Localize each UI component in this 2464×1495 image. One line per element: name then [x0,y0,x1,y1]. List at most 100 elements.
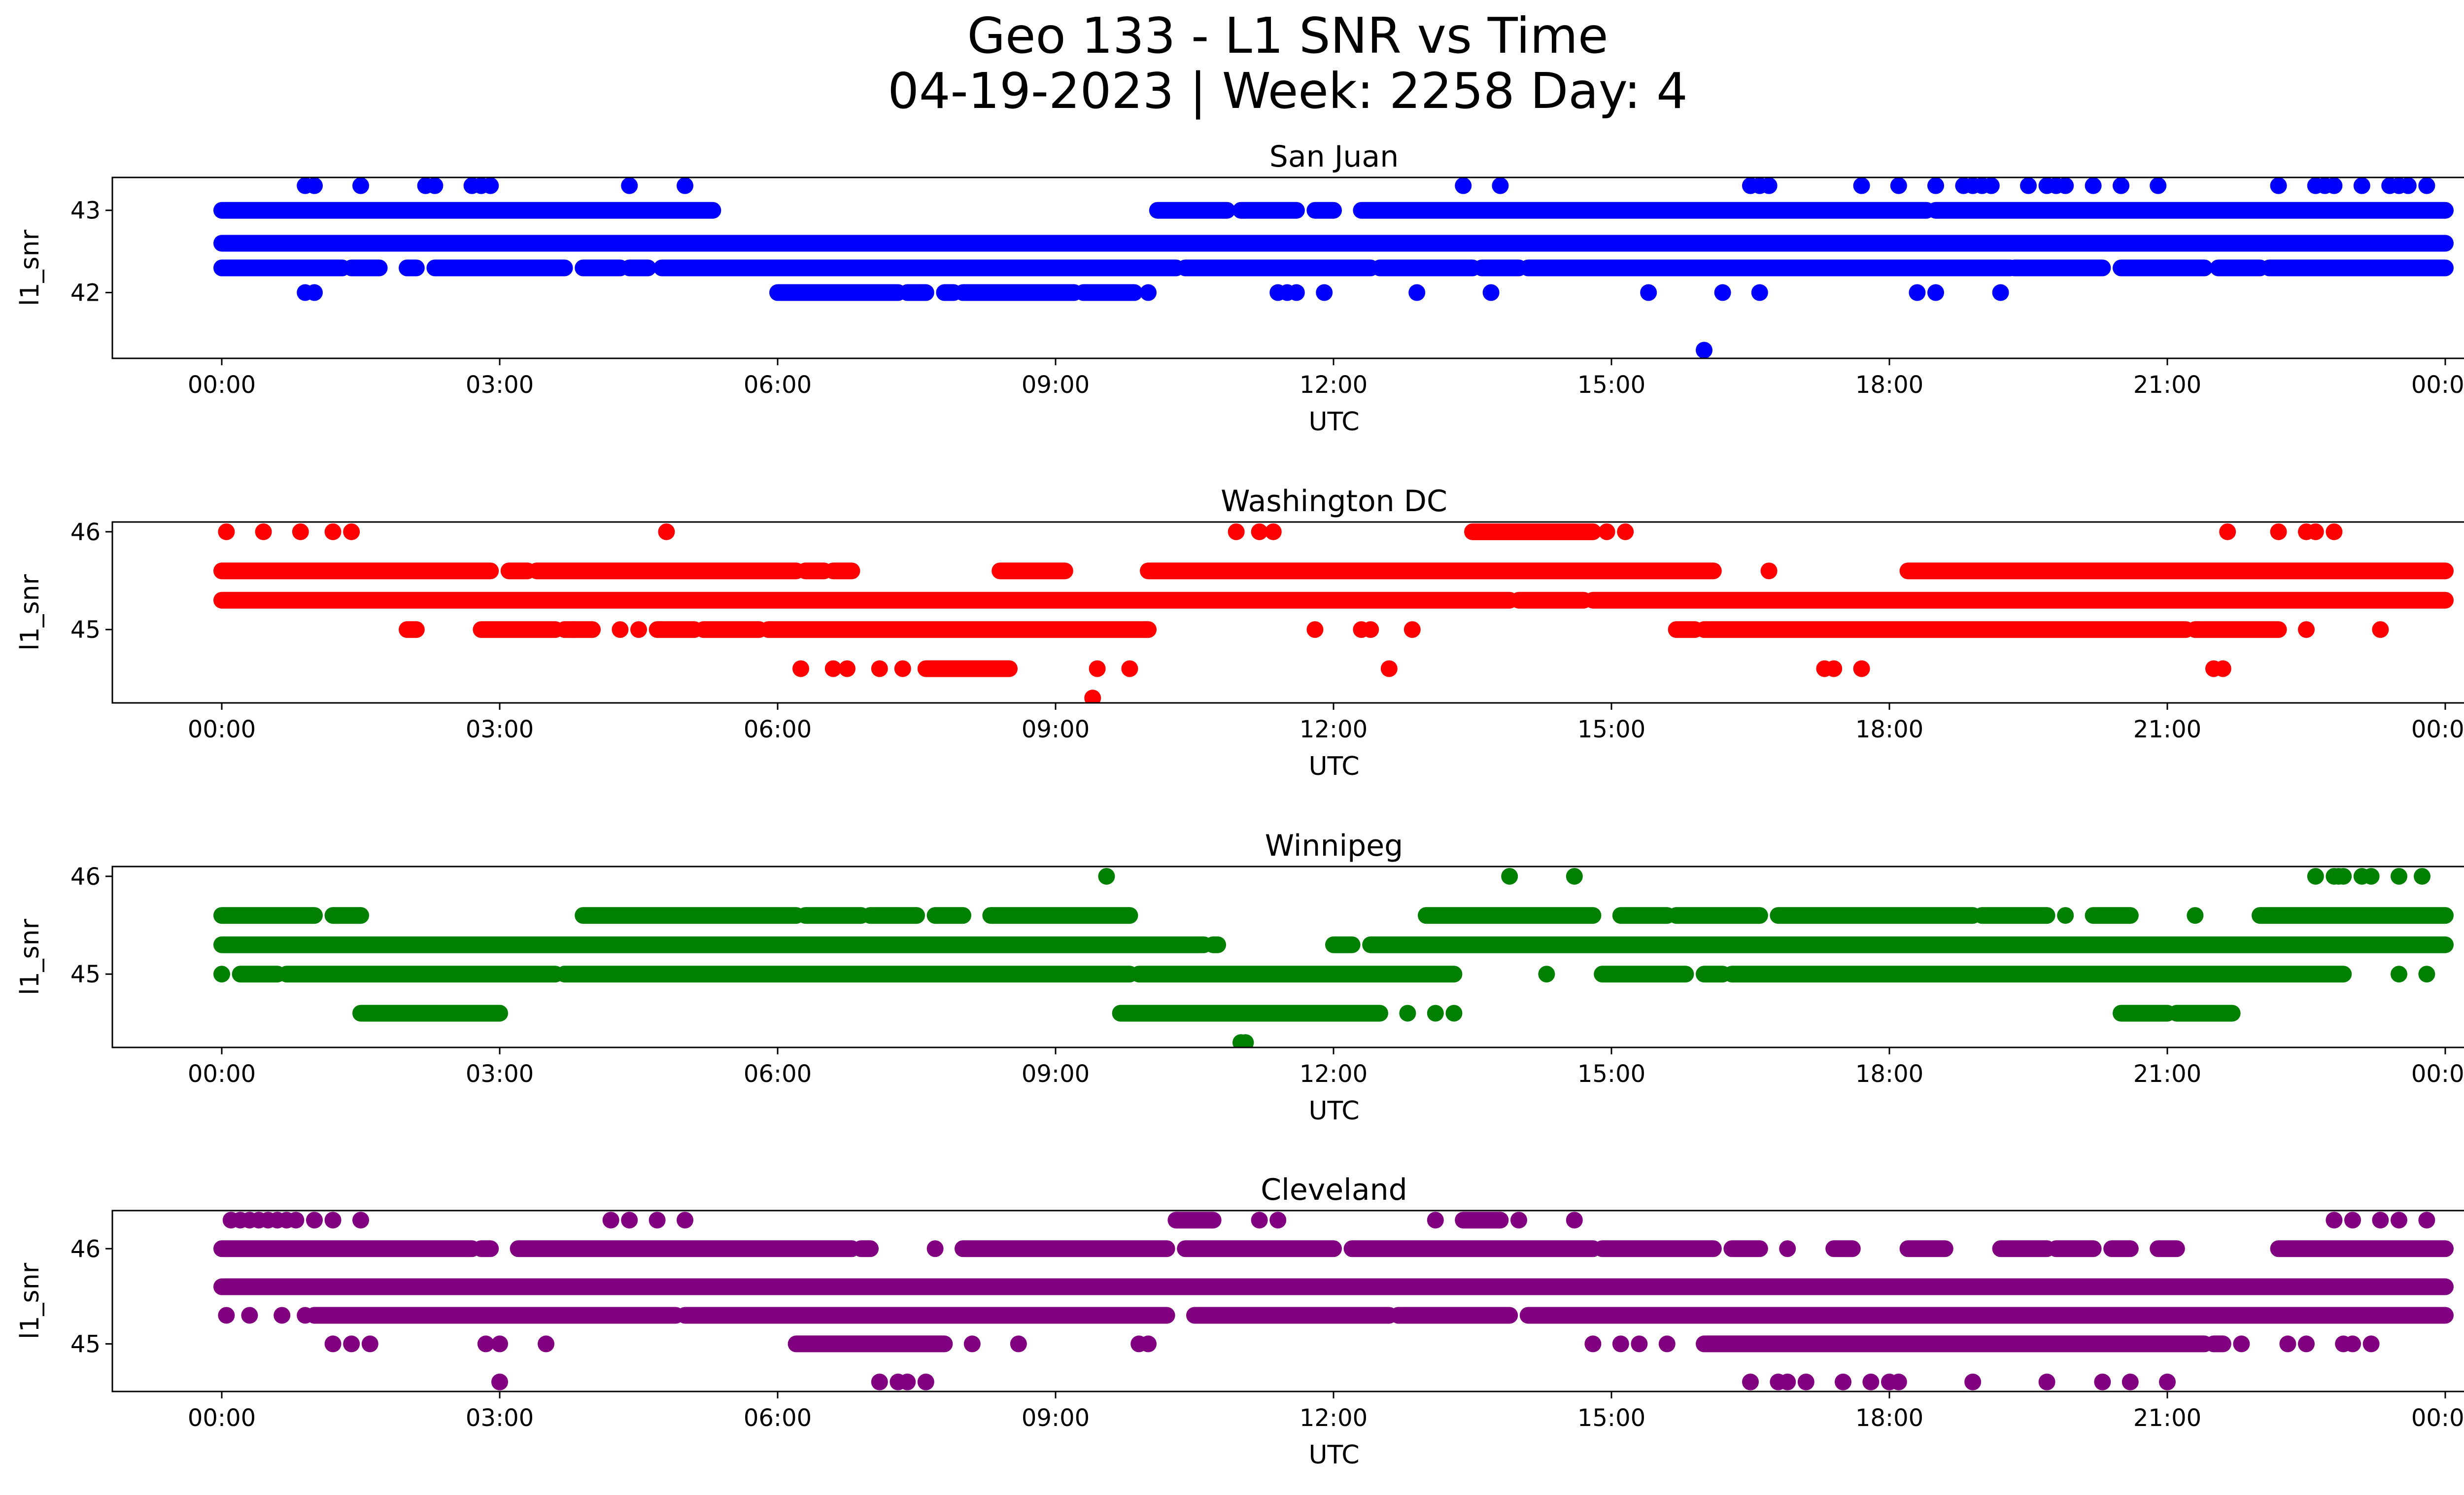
data-point [1890,177,1907,194]
data-point [324,1212,342,1229]
data-point [2307,523,2324,540]
data-point [630,621,647,638]
data-point [2307,868,2324,885]
data-point [1482,284,1500,301]
data-point [677,1212,693,1229]
data-point [2362,868,2380,885]
data-point [917,1373,934,1391]
y-axis-label: l1_snr [15,918,45,995]
data-point [1751,284,1768,301]
data-point [963,1335,981,1353]
data-point [491,1373,508,1391]
x-tick-label: 06:00 [744,716,812,743]
data-point [926,1240,944,1257]
y-tick-label: 43 [70,197,101,225]
x-axis-label: UTC [1308,407,1359,437]
y-axis-label: l1_snr [15,574,45,651]
data-point [649,1212,666,1229]
data-point [1251,1212,1268,1229]
data-point [1445,1307,1463,1324]
x-tick-label: 21:00 [2133,1060,2201,1088]
x-tick-label: 03:00 [466,1060,534,1088]
data-point [1742,1373,1759,1391]
y-tick-label: 45 [70,1330,101,1358]
data-point [2085,177,2102,194]
data-point [1640,284,1657,301]
data-point [1501,868,1518,885]
data-points [213,1212,2454,1391]
x-tick-label: 09:00 [1022,716,1090,743]
data-point [2187,907,2204,924]
data-point [1251,523,1268,540]
data-point [1617,523,1634,540]
x-tick-label: 03:00 [466,716,534,743]
x-axis-label: UTC [1308,1096,1359,1126]
data-point [621,177,638,194]
data-points [213,868,2454,1047]
data-point [1492,177,1509,194]
data-point [1566,868,1583,885]
x-tick-label: 15:00 [1577,371,1645,399]
x-tick-label: 21:00 [2133,371,2201,399]
data-point [1316,284,1333,301]
x-tick-label: 00:00 [188,1404,256,1432]
data-point [2122,1373,2139,1391]
x-tick-label: 12:00 [1300,1060,1368,1088]
data-point [612,621,629,638]
x-tick-label: 12:00 [1300,371,1368,399]
data-point [1612,1335,1629,1353]
data-point [2418,177,2435,194]
data-point [2214,660,2231,677]
data-point [306,177,323,194]
subplot-cleveland: Cleveland 00:00 03:00 06:00 09:00 12:00 15:00 1… [15,1173,2464,1470]
data-point [2326,177,2343,194]
data-point [894,660,911,677]
data-point [2038,1373,2055,1391]
figure-subtitle: 04-19-2023 | Week: 2258 Day: 4 [888,62,1688,120]
data-point [1390,1307,1407,1324]
data-point [1927,177,1944,194]
x-tick-label: 09:00 [1022,1404,1090,1432]
data-point [1983,177,2000,194]
data-point [1658,1335,1676,1353]
data-point [2020,177,2037,194]
data-point [899,1373,916,1391]
data-point [1992,284,2009,301]
data-point [218,1307,235,1324]
data-point [1084,690,1101,703]
data-point [2391,868,2407,885]
data-point [2326,523,2343,540]
data-point [306,1212,323,1229]
data-point [1010,1335,1027,1353]
data-point [1408,284,1426,301]
data-point [824,660,842,677]
data-point [1584,1335,1602,1353]
subplot-san-juan: San Juan 00:00 03:00 06:00 09:00 12:00 15:00 18… [15,139,2464,437]
x-tick-label: 15:00 [1577,1060,1645,1088]
data-point [2344,1335,2361,1353]
y-tick-label: 45 [70,961,101,988]
data-point [1427,1005,1444,1022]
data-point [792,660,809,677]
data-point [2219,523,2236,540]
data-point [2335,868,2352,885]
data-point [1538,966,1555,983]
x-tick-label: 18:00 [1855,1404,1923,1432]
data-point [2399,177,2417,194]
data-point [1510,1212,1527,1229]
data-point [538,1335,554,1353]
data-point [1237,1034,1254,1047]
data-point [1853,660,1870,677]
data-point [1399,1005,1416,1022]
data-point [2113,177,2129,194]
data-point [1779,1240,1796,1257]
data-point [1835,1373,1851,1391]
data-point [2057,177,2074,194]
data-point [1362,621,1379,638]
data-point [1779,1373,1796,1391]
figure-title: Geo 133 - L1 SNR vs Time [967,7,1608,65]
axes-frame [111,1210,2464,1392]
data-point [1862,1373,1880,1391]
data-point [255,523,272,540]
